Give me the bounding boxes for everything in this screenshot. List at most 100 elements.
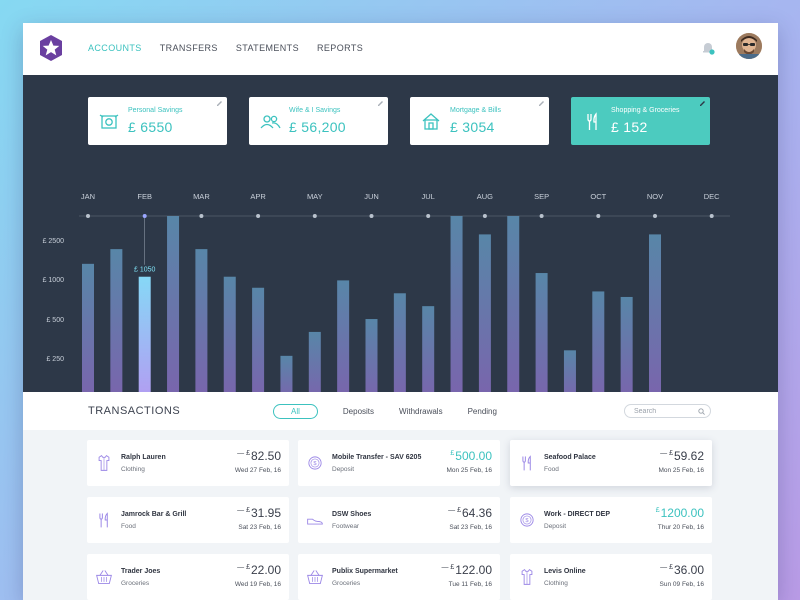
nav-transfers[interactable]: TRANSFERS: [159, 43, 218, 53]
chart-bar: [450, 216, 463, 392]
month-dot: [142, 214, 147, 218]
account-card-value: £ 3054: [450, 119, 495, 135]
transaction-card[interactable]: $ Mobile Transfer - SAV 6205 Deposit £500.0…: [298, 440, 500, 486]
transaction-amount: £1200.00: [656, 506, 704, 520]
transaction-date: Mon 25 Feb, 16: [446, 467, 492, 474]
chart-bar: [110, 249, 123, 392]
filter-withdrawals[interactable]: Withdrawals: [399, 407, 443, 416]
chart-bar: [422, 306, 435, 392]
chart-bar: [393, 293, 406, 392]
account-card-mortgage-bills[interactable]: Mortgage & Bills £ 3054: [410, 97, 549, 145]
chart-bar: [649, 234, 661, 392]
chart-bar: [592, 291, 605, 392]
house-icon: [422, 113, 440, 130]
transaction-amount-value: 36.00: [673, 563, 704, 577]
month-label: JAN: [81, 192, 95, 201]
cutlery-icon: [99, 512, 108, 528]
account-card-personal-savings[interactable]: Personal Savings £ 6550: [88, 97, 227, 145]
coin-icon: $: [520, 513, 534, 527]
month-dot: [199, 214, 204, 218]
chart-bar: [82, 263, 94, 392]
account-card-label: Wife & I Savings: [289, 107, 341, 114]
transaction-name: Trader Joes: [121, 568, 161, 575]
chart-bar: [563, 350, 576, 392]
transaction-amount-value: 1200.00: [660, 506, 704, 520]
account-card-shopping-groceries[interactable]: Shopping & Groceries £ 152: [571, 97, 710, 145]
account-card-value: £ 6550: [128, 119, 173, 135]
transaction-name: DSW Shoes: [332, 511, 372, 518]
transaction-name: Levis Online: [544, 568, 586, 575]
shoe-icon: [307, 518, 323, 525]
top-bar: ACCOUNTS TRANSFERS STATEMENTS REPORTS: [23, 23, 778, 75]
star-logo-icon[interactable]: [37, 34, 65, 62]
month-dot: [653, 214, 657, 218]
transaction-card[interactable]: Publix Supermarket Groceries — £122.00 Tue …: [298, 554, 500, 600]
transaction-amount-value: 82.50: [250, 449, 281, 463]
transaction-amount-prefix: — £: [660, 450, 673, 457]
transaction-card[interactable]: Jamrock Bar & Grill Food — £31.95 Sat 23 Fe…: [87, 497, 289, 543]
transaction-card[interactable]: $ Work - DIRECT DEP Deposit £1200.00 Thur 20…: [510, 497, 712, 543]
chart-bar: [365, 319, 378, 392]
people-icon: [260, 115, 281, 129]
coin-icon: $: [308, 456, 322, 470]
transaction-amount: £500.00: [450, 449, 492, 463]
transaction-amount-value: 500.00: [455, 449, 492, 463]
transaction-amount: — £122.00: [441, 563, 492, 577]
notification-bell-icon[interactable]: [701, 41, 715, 55]
transaction-category: Groceries: [332, 580, 361, 587]
month-label: JUL: [422, 192, 435, 201]
pencil-icon[interactable]: [538, 100, 545, 107]
y-tick-label: £ 500: [46, 317, 64, 324]
y-tick-label: £ 250: [46, 356, 64, 363]
transaction-amount-value: 122.00: [455, 563, 492, 577]
filter-deposits[interactable]: Deposits: [342, 407, 375, 416]
main-nav: ACCOUNTS TRANSFERS STATEMENTS REPORTS: [88, 43, 381, 53]
transaction-amount: — £36.00: [660, 563, 704, 577]
month-label: JUN: [364, 192, 379, 201]
month-label: NOV: [647, 192, 663, 201]
transaction-name: Seafood Palace: [544, 454, 596, 461]
transaction-card[interactable]: Levis Online Clothing — £36.00 Sun 09 Feb, …: [510, 554, 712, 600]
transaction-card[interactable]: Ralph Lauren Clothing — £82.50 Wed 27 Feb, …: [87, 440, 289, 486]
month-label: DEC: [704, 192, 720, 201]
month-dot: [709, 214, 714, 218]
transaction-card[interactable]: Seafood Palace Food — £59.62 Mon 25 Feb, 16: [510, 440, 712, 486]
account-card-label: Personal Savings: [128, 107, 183, 114]
month-dot: [596, 214, 601, 218]
account-card-wife-savings[interactable]: Wife & I Savings £ 56,200: [249, 97, 388, 145]
chart-bar: [223, 276, 236, 392]
transaction-name: Ralph Lauren: [121, 454, 166, 461]
transaction-card[interactable]: Trader Joes Groceries — £22.00 Wed 19 Feb, …: [87, 554, 289, 600]
chart-bar: [252, 287, 265, 392]
transaction-category: Food: [544, 466, 559, 473]
pencil-icon[interactable]: [377, 100, 384, 107]
account-card-label: Mortgage & Bills: [450, 107, 501, 114]
nav-statements[interactable]: STATEMENTS: [235, 43, 299, 53]
month-label: FEB: [137, 192, 152, 201]
y-tick-label: £ 1000: [43, 277, 65, 284]
transaction-amount-prefix: — £: [237, 507, 250, 514]
nav-reports[interactable]: REPORTS: [316, 43, 364, 53]
filter-pending[interactable]: Pending: [467, 407, 497, 416]
search-icon[interactable]: [698, 408, 705, 415]
chart-bar: [167, 216, 180, 392]
user-avatar[interactable]: [736, 33, 762, 59]
transaction-date: Sun 09 Feb, 16: [659, 581, 704, 588]
transaction-card[interactable]: DSW Shoes Footwear — £64.36 Sat 23 Feb, 16: [298, 497, 500, 543]
search-input[interactable]: [624, 404, 711, 418]
pencil-icon[interactable]: [699, 100, 706, 107]
pencil-icon[interactable]: [216, 100, 223, 107]
nav-accounts[interactable]: ACCOUNTS: [88, 43, 142, 53]
shirt-icon: [521, 569, 533, 585]
transaction-date: Sat 23 Feb, 16: [238, 524, 281, 531]
transaction-amount: — £82.50: [237, 449, 281, 463]
month-label: OCT: [590, 192, 606, 201]
chart-bar-selected: [138, 276, 151, 392]
transaction-category: Deposit: [332, 466, 355, 473]
filter-all[interactable]: All: [273, 404, 318, 419]
selected-bar-label: £ 1050: [134, 267, 156, 274]
month-label: MAY: [307, 192, 323, 201]
chart-bar: [308, 331, 321, 392]
y-tick-label: £ 2500: [43, 238, 65, 245]
transaction-amount-prefix: — £: [660, 564, 673, 571]
